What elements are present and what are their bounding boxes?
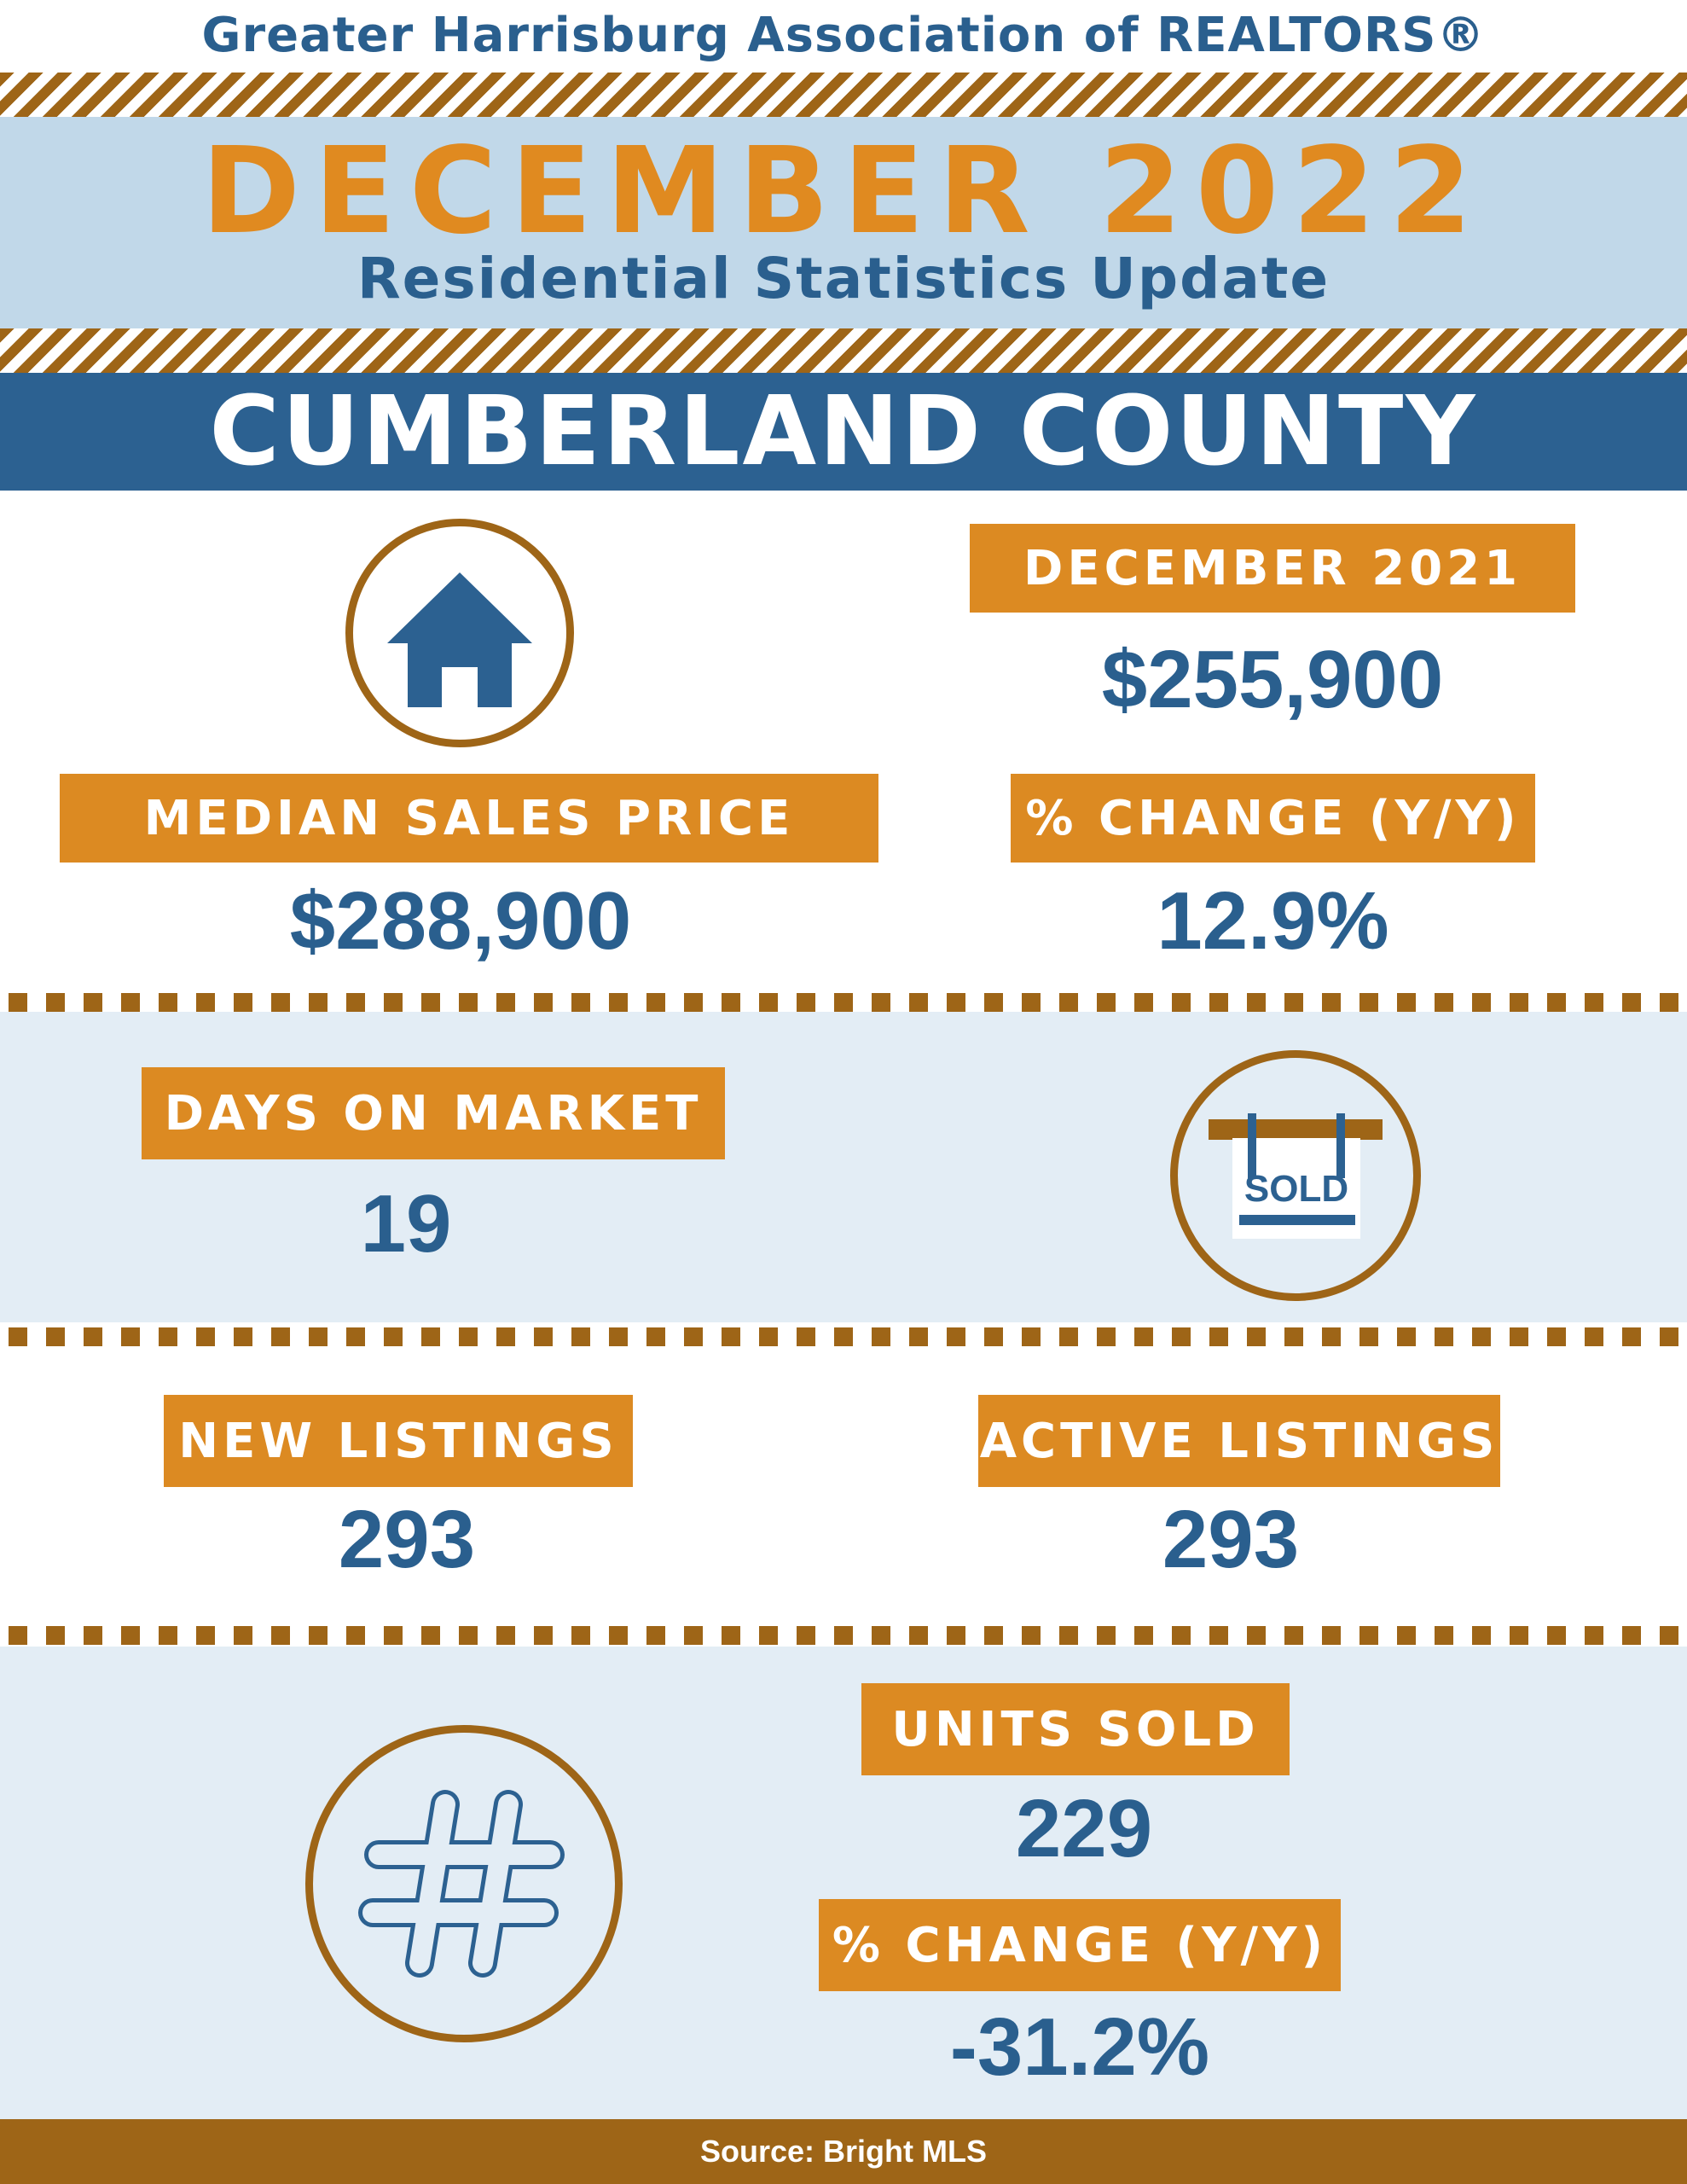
units-sold-value: 229 bbox=[1015, 1783, 1153, 1874]
units-sold-label: UNITS SOLD bbox=[861, 1683, 1290, 1775]
days-on-market-band bbox=[0, 1012, 1687, 1322]
report-subtitle: Residential Statistics Update bbox=[357, 246, 1330, 311]
units-change-label: % CHANGE (Y/Y) bbox=[819, 1899, 1341, 1991]
top-stripe-divider bbox=[0, 73, 1687, 117]
units-change-value: -31.2% bbox=[949, 2001, 1210, 2093]
header-band bbox=[0, 117, 1687, 328]
dotted-divider bbox=[9, 1327, 1678, 1346]
units-sold-band bbox=[0, 1647, 1687, 2119]
bottom-stripe-divider bbox=[0, 328, 1687, 373]
days-on-market-label: DAYS ON MARKET bbox=[142, 1067, 725, 1159]
price-change-label: % CHANGE (Y/Y) bbox=[1011, 774, 1535, 863]
prior-year-value: $255,900 bbox=[1101, 634, 1444, 725]
active-listings-label: ACTIVE LISTINGS bbox=[978, 1395, 1500, 1487]
active-listings-value: 293 bbox=[1162, 1494, 1300, 1585]
hashtag-icon bbox=[358, 1790, 565, 1978]
dotted-divider bbox=[9, 993, 1678, 1012]
organization-title: Greater Harrisburg Association of REALTO… bbox=[201, 8, 1486, 63]
house-icon bbox=[387, 572, 532, 707]
median-sales-price-label: MEDIAN SALES PRICE bbox=[60, 774, 878, 863]
sold-sign-icon: SOLD bbox=[1209, 1113, 1383, 1239]
prior-year-label: DECEMBER 2021 bbox=[970, 524, 1575, 613]
new-listings-value: 293 bbox=[338, 1494, 476, 1585]
county-banner bbox=[0, 373, 1687, 491]
days-on-market-value: 19 bbox=[360, 1178, 452, 1269]
source-footer: Source: Bright MLS bbox=[0, 2119, 1687, 2184]
sold-sign-icon-ring: SOLD bbox=[1170, 1050, 1421, 1301]
median-sales-price-value: $288,900 bbox=[289, 875, 632, 967]
hashtag-icon-ring bbox=[305, 1725, 623, 2042]
county-title: CUMBERLAND COUNTY bbox=[209, 376, 1478, 487]
dotted-divider bbox=[9, 1626, 1678, 1645]
house-icon-ring bbox=[345, 519, 574, 747]
report-period-title: DECEMBER 2022 bbox=[200, 122, 1487, 261]
price-change-value: 12.9% bbox=[1157, 875, 1389, 967]
sold-sign-text: SOLD bbox=[1244, 1168, 1348, 1210]
new-listings-label: NEW LISTINGS bbox=[164, 1395, 633, 1487]
